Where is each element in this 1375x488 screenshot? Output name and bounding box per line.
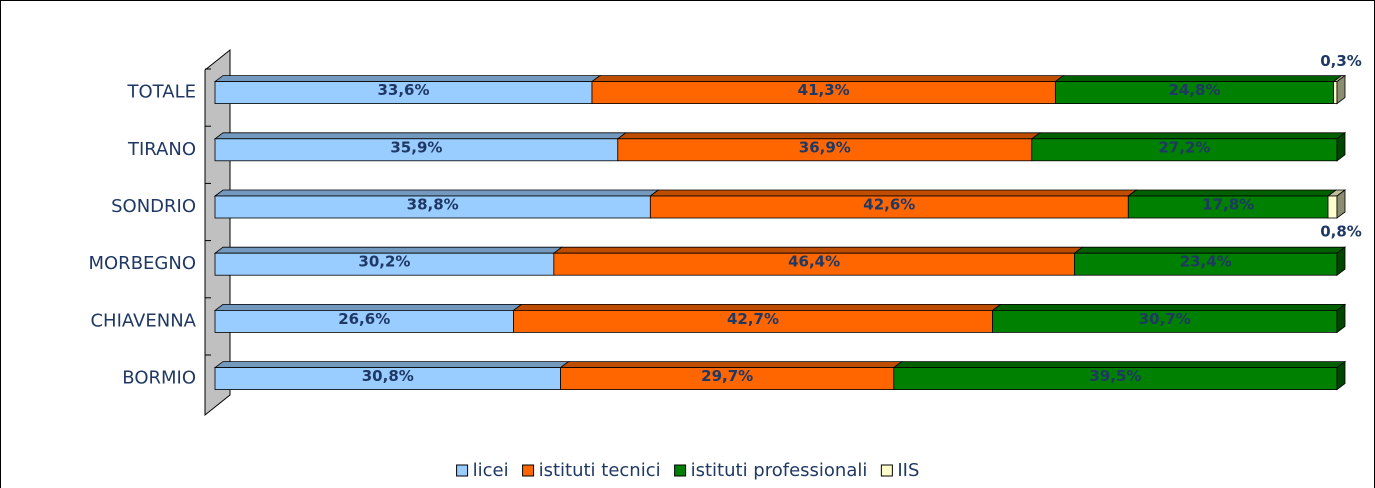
data-label: 0,3% — [1320, 52, 1362, 70]
legend-swatch — [674, 464, 687, 477]
legend-swatch — [880, 464, 893, 477]
data-label: 30,7% — [1139, 310, 1191, 328]
legend-label: licei — [473, 460, 509, 481]
data-label: 46,4% — [788, 253, 840, 271]
data-label: 42,6% — [863, 196, 915, 214]
bar-side — [1336, 303, 1346, 334]
data-label: 24,8% — [1168, 81, 1220, 99]
bar-side — [1336, 360, 1346, 391]
bar-side — [1336, 246, 1346, 277]
bar — [1333, 81, 1338, 104]
data-label: 30,8% — [362, 367, 414, 385]
data-label: 30,2% — [358, 253, 410, 271]
data-label: 39,5% — [1089, 367, 1141, 385]
back-wall — [204, 48, 231, 417]
data-label: 36,9% — [799, 138, 851, 156]
data-label: 26,6% — [338, 310, 390, 328]
data-label: 23,4% — [1180, 253, 1232, 271]
y-tick-label: TIRANO — [127, 139, 196, 160]
legend-label: IIS — [897, 460, 919, 481]
legend-label: istituti tecnici — [539, 460, 661, 481]
data-label: 42,7% — [727, 310, 779, 328]
data-label: 41,3% — [798, 81, 850, 99]
data-label: 27,2% — [1158, 138, 1210, 156]
data-label: 0,8% — [1320, 223, 1362, 241]
bar — [1327, 195, 1338, 219]
y-tick-label: TOTALE — [127, 82, 196, 103]
bar-side — [1336, 189, 1346, 219]
y-tick-label: SONDRIO — [111, 196, 196, 217]
legend-swatch — [456, 464, 469, 477]
bar-side — [1336, 74, 1346, 105]
y-tick-label: MORBEGNO — [88, 253, 196, 274]
data-label: 38,8% — [407, 196, 459, 214]
y-tick-label: CHIAVENNA — [90, 310, 196, 331]
bar-side — [1336, 132, 1346, 162]
data-label: 29,7% — [701, 367, 753, 385]
y-tick-label: BORMIO — [122, 368, 196, 389]
data-label: 35,9% — [390, 138, 442, 156]
data-label: 17,8% — [1202, 196, 1254, 214]
legend-swatch — [522, 464, 535, 477]
data-label: 33,6% — [377, 81, 429, 99]
legend-label: istituti professionali — [691, 460, 868, 481]
